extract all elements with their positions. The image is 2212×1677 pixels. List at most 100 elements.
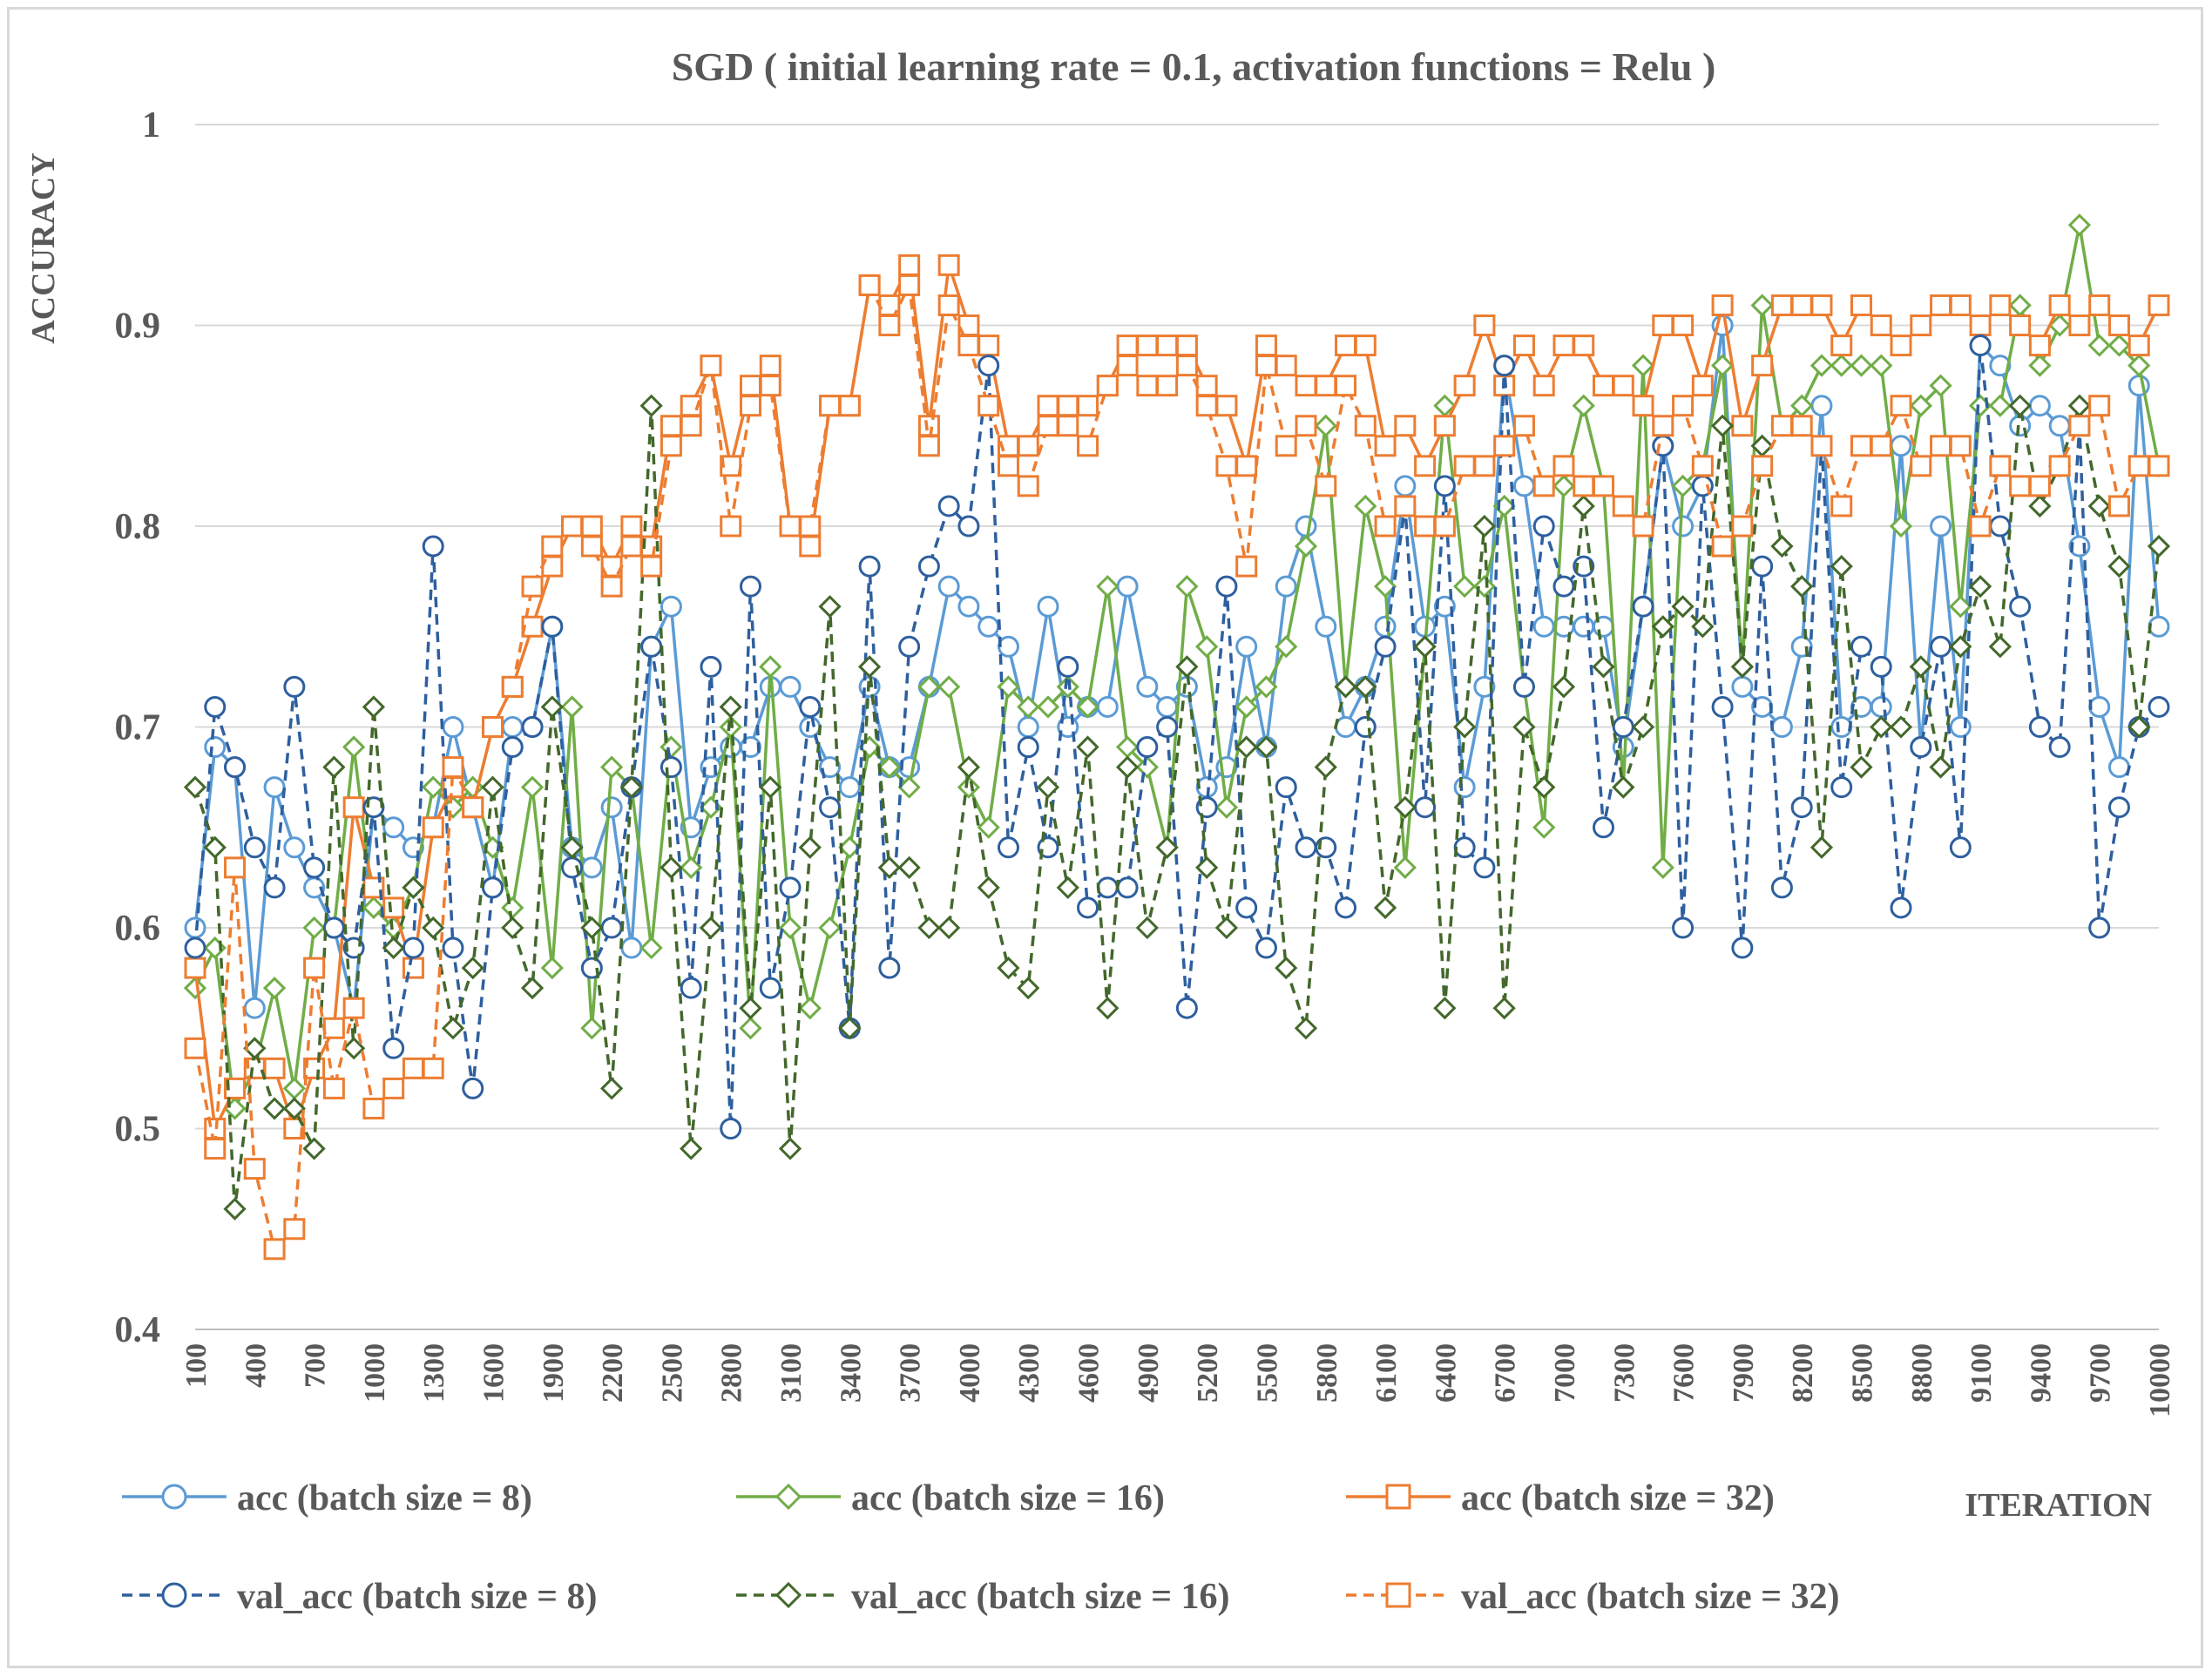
data-point bbox=[1870, 695, 1892, 718]
data-point bbox=[1731, 675, 1754, 698]
x-tick-label: 6700 bbox=[1490, 1343, 1522, 1403]
data-point bbox=[937, 575, 960, 598]
data-point bbox=[382, 816, 405, 839]
data-point bbox=[1930, 294, 1952, 316]
series-6 bbox=[184, 274, 2170, 1261]
data-point bbox=[699, 916, 723, 940]
data-point bbox=[204, 1138, 227, 1160]
data-point bbox=[442, 937, 464, 959]
data-point bbox=[600, 916, 623, 939]
data-point bbox=[937, 294, 960, 316]
data-point bbox=[1295, 375, 1317, 397]
data-point bbox=[1651, 615, 1674, 639]
data-point bbox=[1017, 695, 1040, 719]
data-point bbox=[957, 775, 981, 799]
data-point bbox=[660, 415, 682, 437]
legend-label: acc (batch size = 16) bbox=[851, 1478, 1165, 1518]
data-point bbox=[1156, 335, 1179, 357]
data-point bbox=[1354, 675, 1377, 699]
data-point bbox=[1453, 455, 1476, 477]
data-point bbox=[1295, 836, 1317, 859]
data-point bbox=[580, 515, 603, 538]
data-point bbox=[1810, 294, 1833, 316]
x-tick-label: 5200 bbox=[1192, 1343, 1224, 1403]
data-point bbox=[1870, 314, 1892, 336]
data-point bbox=[799, 535, 822, 558]
x-tick-label: 6400 bbox=[1430, 1343, 1462, 1403]
data-point bbox=[263, 1057, 286, 1079]
data-point bbox=[1968, 575, 1992, 598]
legend-marker bbox=[161, 1484, 187, 1510]
data-point bbox=[997, 956, 1020, 980]
data-point bbox=[1573, 615, 1595, 638]
data-point bbox=[1294, 534, 1318, 558]
data-point bbox=[2148, 294, 2170, 316]
data-point bbox=[501, 675, 524, 698]
data-point bbox=[1036, 695, 1060, 719]
data-point bbox=[204, 736, 227, 759]
data-point bbox=[1255, 335, 1277, 357]
data-point bbox=[1929, 755, 1952, 779]
data-point bbox=[441, 795, 465, 819]
data-point bbox=[2107, 314, 2130, 336]
data-point bbox=[224, 856, 247, 879]
data-point bbox=[1473, 314, 1496, 336]
data-point bbox=[2127, 354, 2151, 377]
x-tick-label: 9400 bbox=[2025, 1343, 2057, 1403]
data-point bbox=[1295, 515, 1317, 538]
data-point bbox=[2148, 615, 2170, 638]
data-point bbox=[680, 977, 702, 999]
data-point bbox=[362, 695, 386, 719]
data-point bbox=[282, 1077, 306, 1100]
data-point bbox=[1156, 716, 1179, 738]
data-point bbox=[1612, 495, 1634, 517]
data-point bbox=[858, 555, 881, 578]
data-point bbox=[1473, 675, 1496, 698]
data-point bbox=[2028, 494, 2052, 518]
data-point bbox=[1850, 755, 1873, 779]
data-point bbox=[1652, 314, 1674, 336]
data-point bbox=[382, 936, 405, 960]
data-point bbox=[619, 775, 644, 799]
data-point bbox=[857, 655, 882, 679]
data-point bbox=[462, 796, 484, 819]
data-point bbox=[759, 355, 781, 377]
data-point bbox=[1512, 675, 1535, 698]
data-point bbox=[2127, 715, 2151, 739]
data-point bbox=[997, 675, 1020, 699]
data-point bbox=[1136, 736, 1159, 759]
data-point bbox=[1314, 755, 1337, 779]
data-point bbox=[1453, 575, 1477, 598]
legend: acc (batch size = 8) acc (batch size = 16… bbox=[122, 1478, 1840, 1617]
data-point bbox=[1315, 615, 1337, 638]
data-point bbox=[1751, 355, 1774, 377]
data-point bbox=[1335, 896, 1357, 919]
data-point bbox=[2048, 455, 2071, 477]
data-point bbox=[1890, 395, 1912, 417]
data-point bbox=[184, 1037, 206, 1059]
chart-title: SGD ( initial learning rate = 0.1, activ… bbox=[672, 44, 1716, 89]
data-point bbox=[917, 916, 941, 940]
data-point bbox=[1195, 855, 1219, 879]
data-point bbox=[1373, 896, 1397, 920]
data-point bbox=[1889, 715, 1913, 739]
data-point bbox=[1275, 575, 1297, 598]
data-point bbox=[1969, 515, 1992, 538]
data-point bbox=[1830, 335, 1853, 357]
data-point bbox=[1671, 595, 1695, 619]
data-point bbox=[263, 876, 286, 899]
data-point bbox=[342, 735, 366, 759]
data-point bbox=[1374, 515, 1397, 538]
data-point bbox=[1770, 534, 1794, 558]
x-tick-label: 5500 bbox=[1251, 1343, 1283, 1403]
data-point bbox=[997, 455, 1019, 477]
data-point bbox=[1096, 575, 1120, 598]
legend-marker bbox=[775, 1483, 802, 1511]
data-point bbox=[303, 856, 326, 879]
data-point bbox=[1731, 415, 1754, 437]
x-tick-label: 9700 bbox=[2085, 1343, 2117, 1403]
data-point bbox=[1870, 354, 1893, 377]
data-point bbox=[1672, 916, 1695, 939]
data-point bbox=[2028, 395, 2051, 417]
x-tick-label: 8500 bbox=[1846, 1343, 1878, 1403]
